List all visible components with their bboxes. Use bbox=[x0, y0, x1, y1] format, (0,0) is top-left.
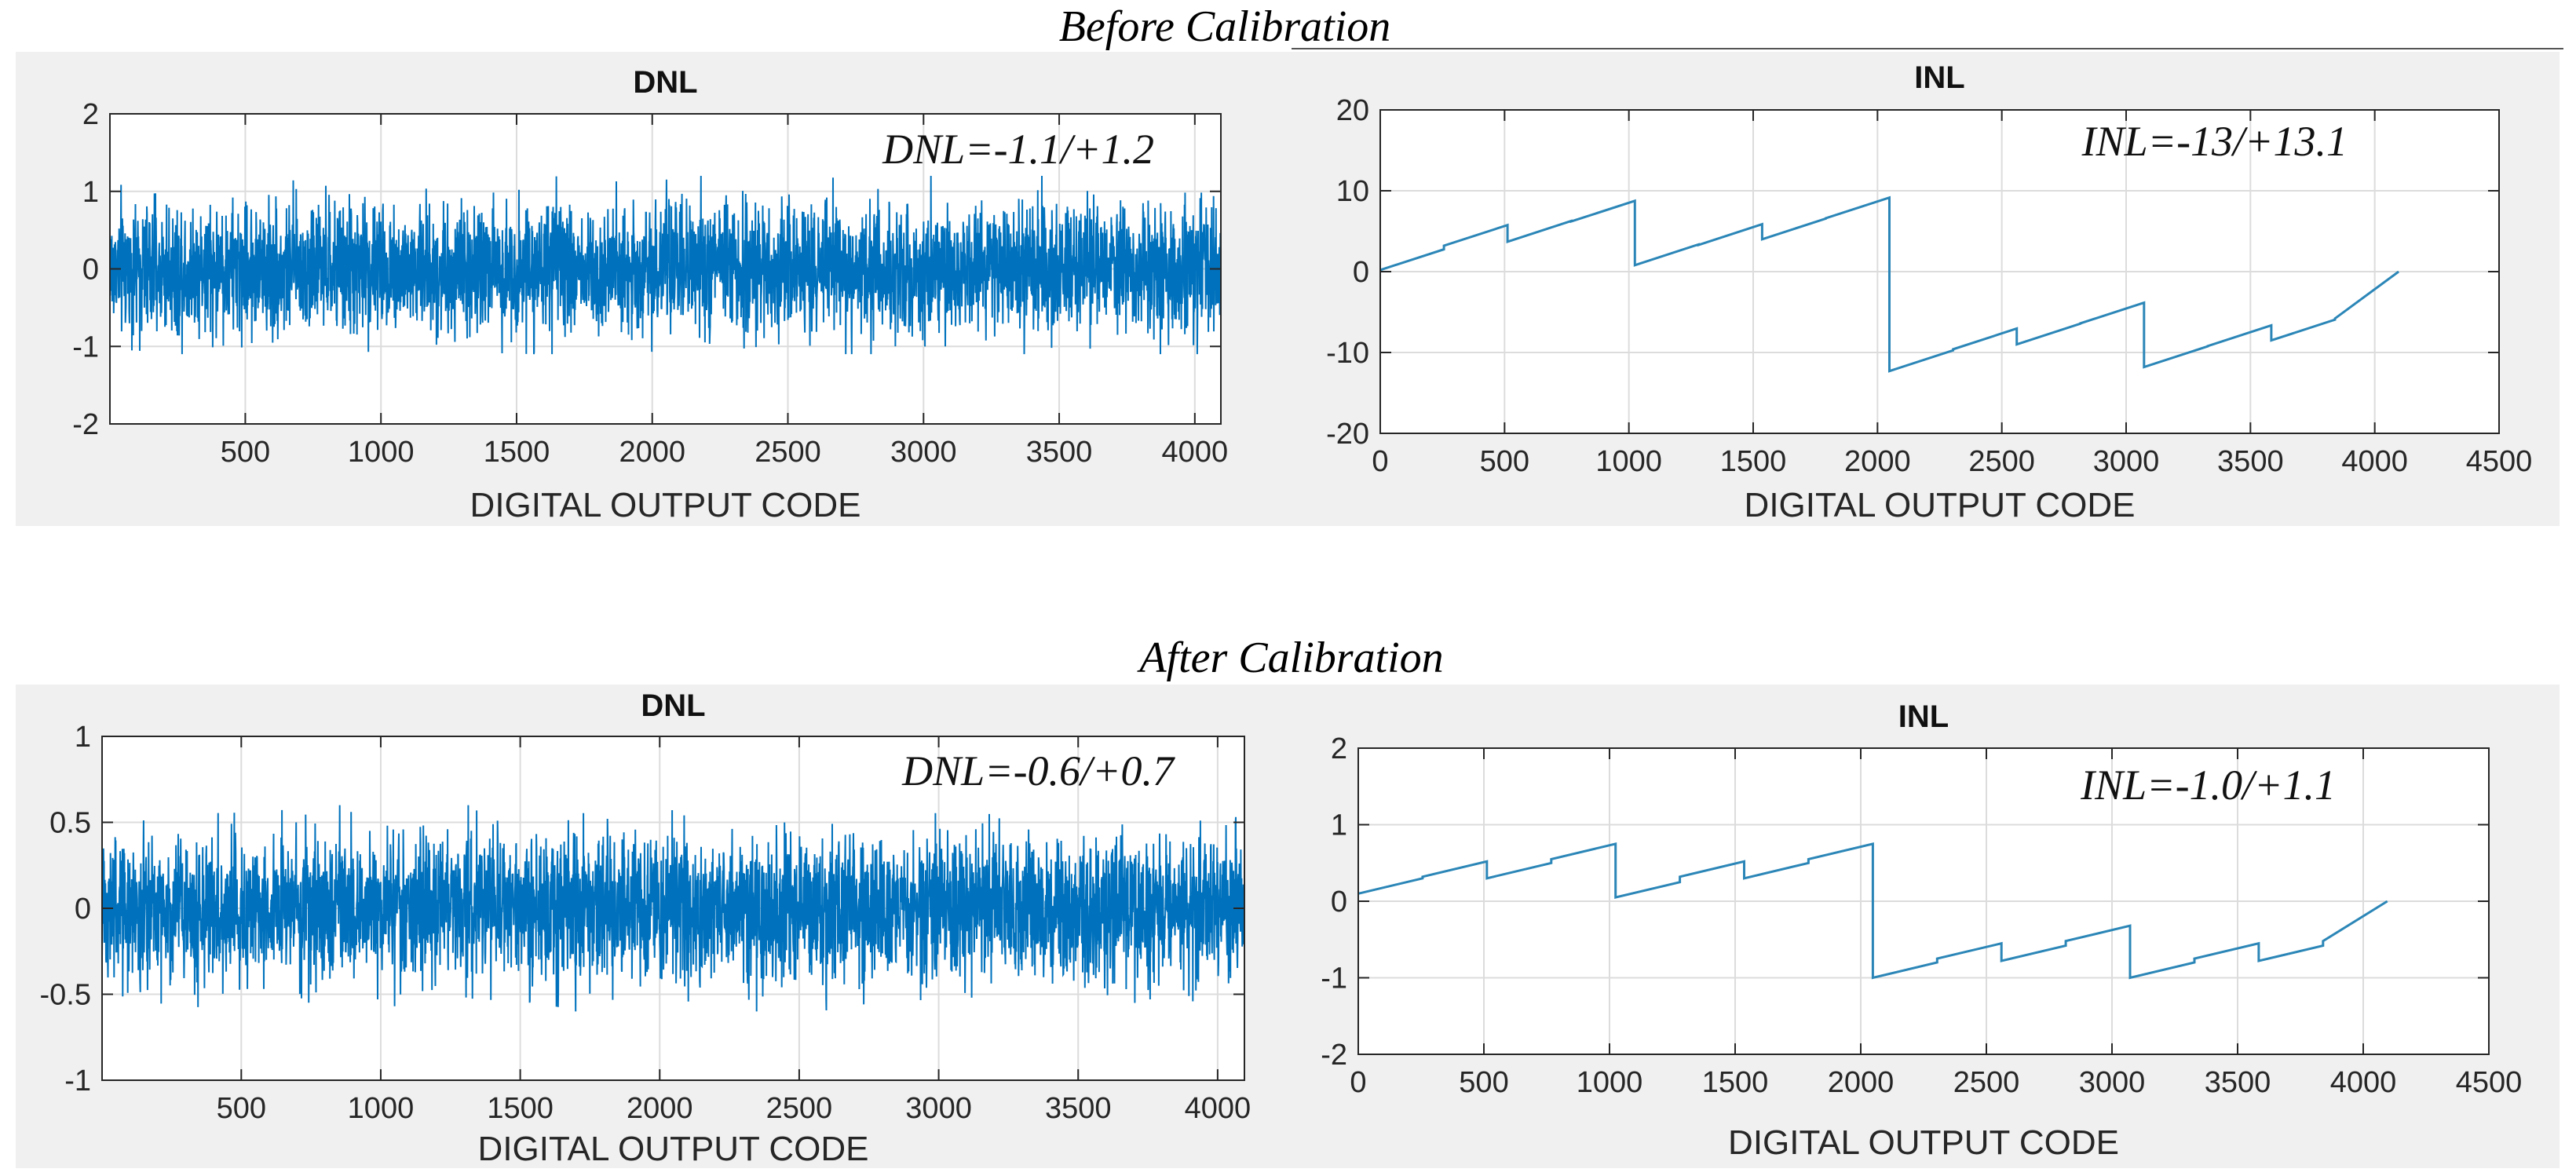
x-tick-label: 0 bbox=[1350, 1066, 1366, 1099]
y-tick-label: -0.5 bbox=[40, 979, 91, 1012]
x-tick-label: 2500 bbox=[1968, 445, 2035, 478]
after-inl-chart: 0 500 1000 1500 2000 2500 3000 3500 4000 4500 -2 -1… bbox=[1321, 699, 2522, 1162]
y-tick-label: -2 bbox=[1321, 1039, 1347, 1072]
x-tick-label: 3000 bbox=[890, 436, 957, 469]
x-axis-label: DIGITAL OUTPUT CODE bbox=[1728, 1123, 2119, 1162]
x-tick-label: 4000 bbox=[2341, 445, 2408, 478]
y-tick-label: -20 bbox=[1326, 418, 1369, 451]
x-tick-label: 2000 bbox=[619, 436, 685, 469]
before-dnl-chart: 500 1000 1500 2000 2500 3000 3500 4000 -2 -1 0 1 2 DN… bbox=[72, 65, 1228, 524]
x-tick-label: 2000 bbox=[1828, 1066, 1895, 1099]
y-tick-label: -1 bbox=[64, 1065, 91, 1097]
x-axis-label: DIGITAL OUTPUT CODE bbox=[470, 486, 861, 524]
x-tick-label: 3000 bbox=[2093, 445, 2160, 478]
after-calibration-title: After Calibration bbox=[1136, 634, 1443, 682]
x-tick-label: 3500 bbox=[1026, 436, 1093, 469]
y-tick-label: 2 bbox=[82, 98, 99, 131]
x-tick-label: 1000 bbox=[348, 1092, 415, 1125]
y-tick-label: 0 bbox=[82, 254, 99, 287]
x-tick-label: 2000 bbox=[1844, 445, 1911, 478]
y-tick-label: 1 bbox=[1331, 809, 1347, 842]
x-tick-label: 4000 bbox=[1162, 436, 1229, 469]
y-tick-label: -10 bbox=[1326, 337, 1369, 370]
metric-annotation: DNL=-0.6/+0.7 bbox=[901, 747, 1175, 794]
inl-series-line bbox=[1357, 842, 2388, 980]
inl-series-line bbox=[1379, 195, 2399, 373]
metric-annotation: DNL=-1.1/+1.2 bbox=[882, 126, 1154, 173]
x-tick-label: 4000 bbox=[1185, 1092, 1251, 1125]
x-tick-label: 2500 bbox=[755, 436, 821, 469]
x-tick-label: 1000 bbox=[348, 436, 415, 469]
y-tick-label: -1 bbox=[72, 331, 99, 363]
y-tick-label: 2 bbox=[1331, 732, 1347, 765]
y-tick-label: 0 bbox=[1353, 256, 1369, 289]
x-tick-label: 0 bbox=[1372, 445, 1388, 478]
before-calibration-title: Before Calibration bbox=[1059, 2, 1391, 51]
x-axis-label: DIGITAL OUTPUT CODE bbox=[478, 1130, 869, 1168]
x-tick-label: 1500 bbox=[1702, 1066, 1769, 1099]
x-tick-label: 1500 bbox=[484, 436, 550, 469]
x-tick-label: 4500 bbox=[2466, 445, 2533, 478]
x-tick-label: 3500 bbox=[1045, 1092, 1112, 1125]
y-tick-label: -1 bbox=[1321, 962, 1347, 995]
y-tick-label: 1 bbox=[82, 176, 99, 209]
x-tick-label: 2000 bbox=[627, 1092, 693, 1125]
x-tick-label: 3500 bbox=[2217, 445, 2284, 478]
dnl-series-line bbox=[101, 805, 1245, 1012]
dnl-series-line bbox=[109, 175, 1222, 355]
y-tick-label: 0 bbox=[1331, 886, 1347, 919]
x-tick-label: 4500 bbox=[2456, 1066, 2523, 1099]
y-tick-label: 0.5 bbox=[49, 807, 91, 840]
metric-annotation: INL=-13/+13.1 bbox=[2081, 118, 2348, 165]
axes-title: DNL bbox=[633, 65, 697, 100]
x-tick-label: 1500 bbox=[487, 1092, 554, 1125]
metric-annotation: INL=-1.0/+1.1 bbox=[2080, 761, 2336, 809]
x-tick-label: 3500 bbox=[2205, 1066, 2271, 1099]
x-tick-label: 500 bbox=[1459, 1066, 1508, 1099]
x-tick-label: 2500 bbox=[1953, 1066, 2020, 1099]
axes-title: DNL bbox=[641, 688, 705, 723]
x-tick-label: 3000 bbox=[905, 1092, 972, 1125]
y-tick-label: 0 bbox=[75, 893, 91, 926]
x-tick-label: 500 bbox=[1480, 445, 1529, 478]
x-tick-label: 1000 bbox=[1595, 445, 1662, 478]
x-tick-label: 500 bbox=[221, 436, 270, 469]
x-tick-label: 1500 bbox=[1720, 445, 1787, 478]
x-tick-label: 500 bbox=[217, 1092, 266, 1125]
x-tick-label: 3000 bbox=[2079, 1066, 2146, 1099]
axes-title: INL bbox=[1914, 60, 1964, 95]
y-tick-label: 1 bbox=[75, 721, 91, 754]
x-axis-label: DIGITAL OUTPUT CODE bbox=[1745, 486, 2136, 524]
axes-title: INL bbox=[1898, 699, 1949, 734]
y-tick-label: 10 bbox=[1336, 175, 1369, 208]
x-tick-label: 1000 bbox=[1577, 1066, 1643, 1099]
y-tick-label: 20 bbox=[1336, 94, 1369, 127]
y-tick-label: -2 bbox=[72, 408, 99, 441]
before-inl-chart: 0 500 1000 1500 2000 2500 3000 3500 4000 4500 -20 -… bbox=[1326, 60, 2532, 524]
x-tick-label: 4000 bbox=[2330, 1066, 2397, 1099]
after-dnl-chart: 500 1000 1500 2000 2500 3000 3500 4000 -1 -0.5 0 0.… bbox=[40, 688, 1251, 1168]
x-tick-label: 2500 bbox=[766, 1092, 833, 1125]
